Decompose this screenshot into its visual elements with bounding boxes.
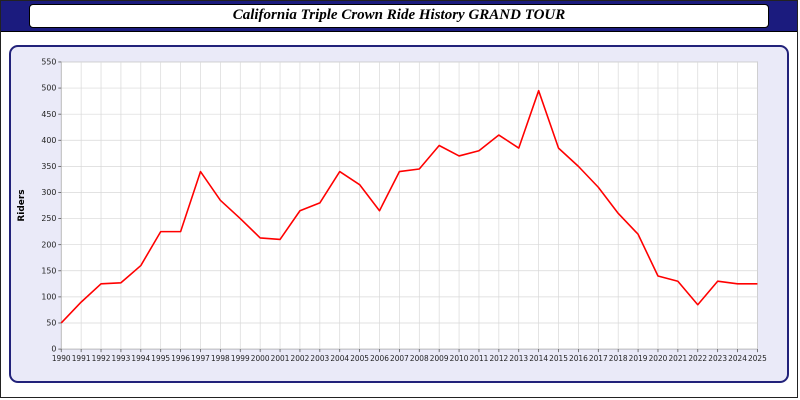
chart-svg: 1990 1991 1992 1993 1994 1995 1996 1997 1998 1999… <box>17 58 767 364</box>
x-tick-label: 2006 <box>370 354 389 363</box>
y-tick-label: 400 <box>41 136 56 145</box>
riders-line <box>60 89 758 324</box>
y-tick-label: 150 <box>41 266 56 275</box>
title-bar: California Triple Crown Ride History GRA… <box>1 1 797 32</box>
x-tick-label: 2020 <box>649 354 668 363</box>
x-tick-label: 1991 <box>72 354 91 363</box>
chart-panel: 1990 1991 1992 1993 1994 1995 1996 1997 1998 1999… <box>9 45 789 383</box>
y-tick-label: 500 <box>41 84 56 93</box>
x-tick-label: 1990 <box>52 354 71 363</box>
page-title: California Triple Crown Ride History GRA… <box>29 4 769 28</box>
x-tick-label: 2011 <box>470 354 489 363</box>
x-tick-label: 1997 <box>191 354 210 363</box>
y-tick-label: 550 <box>41 58 56 67</box>
x-tick-label: 2024 <box>728 354 747 363</box>
x-tick-label: 2007 <box>390 354 409 363</box>
x-tick-label: 2021 <box>668 354 687 363</box>
y-tick-label: 0 <box>51 345 56 354</box>
y-tick-label: 100 <box>41 292 56 301</box>
y-tick-label: 300 <box>41 188 56 197</box>
y-tick-label: 250 <box>41 214 56 223</box>
x-tick-label: 2008 <box>410 354 429 363</box>
x-tick-label: 2019 <box>629 354 648 363</box>
x-tick-label: 2001 <box>271 354 290 363</box>
x-tick-label: 2002 <box>291 354 310 363</box>
x-tick-label: 2014 <box>529 354 548 363</box>
x-tick-label: 1994 <box>131 354 150 363</box>
x-tick-label: 2003 <box>310 354 329 363</box>
x-tick-label: 2015 <box>549 354 568 363</box>
x-tick-label: 2018 <box>609 354 628 363</box>
x-tick-label: 2005 <box>350 354 369 363</box>
x-tick-label: 1993 <box>112 354 131 363</box>
x-tick-label: 2010 <box>450 354 469 363</box>
x-tick-label: 1992 <box>92 354 111 363</box>
x-tick-label: 2009 <box>430 354 449 363</box>
y-tick-label: 450 <box>41 110 56 119</box>
x-tick-label: 1999 <box>231 354 250 363</box>
y-tick-label: 350 <box>41 162 56 171</box>
x-tick-label: 2023 <box>708 354 727 363</box>
y-tick-label: 200 <box>41 240 56 249</box>
x-tick-label: 1995 <box>151 354 170 363</box>
y-tick-label: 50 <box>46 319 56 328</box>
x-tick-label: 1996 <box>171 354 190 363</box>
x-tick-label: 2013 <box>509 354 528 363</box>
plot-area <box>60 61 758 350</box>
x-tick-label: 2017 <box>589 354 608 363</box>
x-tick-label: 2022 <box>688 354 707 363</box>
x-tick-label: 2025 <box>748 354 767 363</box>
y-axis-label: Riders <box>17 189 27 221</box>
x-tick-label: 2012 <box>489 354 508 363</box>
x-tick-label: 2000 <box>251 354 270 363</box>
x-tick-label: 2004 <box>330 354 349 363</box>
x-tick-label: 1998 <box>211 354 230 363</box>
x-tick-label: 2016 <box>569 354 588 363</box>
